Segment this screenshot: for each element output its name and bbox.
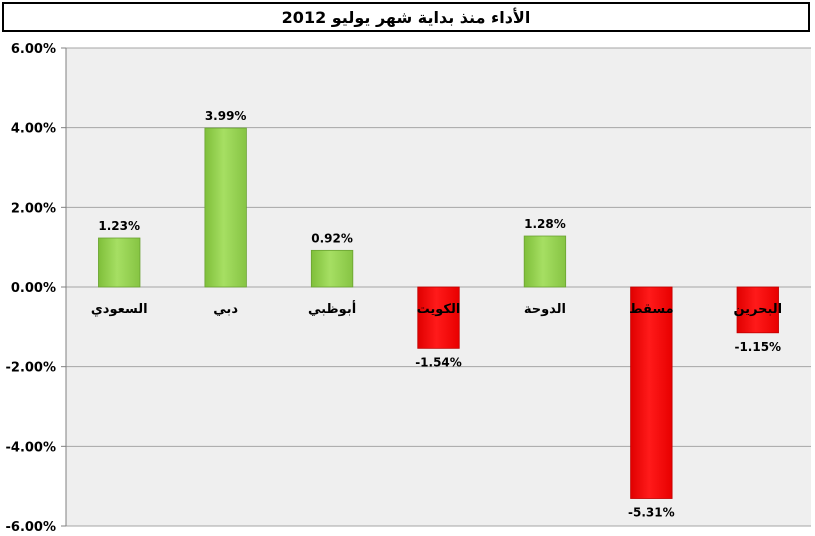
category-labels: السعودي دبي أبوظبي الكويت الدوحة مسقط البحرين xyxy=(91,300,782,317)
bar xyxy=(310,249,354,288)
bar xyxy=(736,286,779,334)
data-label: 3.99% xyxy=(205,109,247,123)
category-label: دبي xyxy=(213,302,238,317)
data-label: 1.28% xyxy=(524,217,566,231)
category-label: أبوظبي xyxy=(308,300,356,317)
bar xyxy=(204,127,247,288)
category-label: السعودي xyxy=(91,302,148,317)
chart-title-box: الأداء منذ بداية شهر يوليو 2012 xyxy=(2,2,810,32)
y-tick-label: -6.00% xyxy=(6,520,57,535)
y-tick-label: -4.00% xyxy=(6,440,57,455)
data-label: -1.15% xyxy=(734,340,781,354)
data-label: -1.54% xyxy=(415,355,462,369)
data-label: 0.92% xyxy=(311,231,353,245)
category-label: مسقط xyxy=(629,302,674,317)
bar xyxy=(523,235,567,288)
chart-title: الأداء منذ بداية شهر يوليو 2012 xyxy=(281,7,531,27)
y-tick-label: -2.00% xyxy=(6,361,57,376)
gridlines xyxy=(61,47,811,527)
category-label: الدوحة xyxy=(524,302,566,317)
bar xyxy=(630,286,673,499)
y-tick-label: 6.00% xyxy=(11,42,56,57)
data-labels: 1.23% 3.99% 0.92% -1.54% 1.28% -5.31% -1.15% xyxy=(98,109,781,519)
category-label: الكويت xyxy=(417,302,461,317)
data-label: -5.31% xyxy=(628,506,675,520)
y-tick-label: 2.00% xyxy=(11,201,56,216)
y-tick-label: 0.00% xyxy=(11,281,56,296)
y-axis-tick-labels: 6.00% 4.00% 2.00% 0.00% -2.00% -4.00% -6.00% xyxy=(6,42,57,535)
bars xyxy=(98,127,779,499)
category-label: البحرين xyxy=(733,302,782,317)
y-tick-label: 4.00% xyxy=(11,122,56,137)
data-label: 1.23% xyxy=(98,219,140,233)
bar xyxy=(98,237,141,288)
bar xyxy=(417,286,460,349)
